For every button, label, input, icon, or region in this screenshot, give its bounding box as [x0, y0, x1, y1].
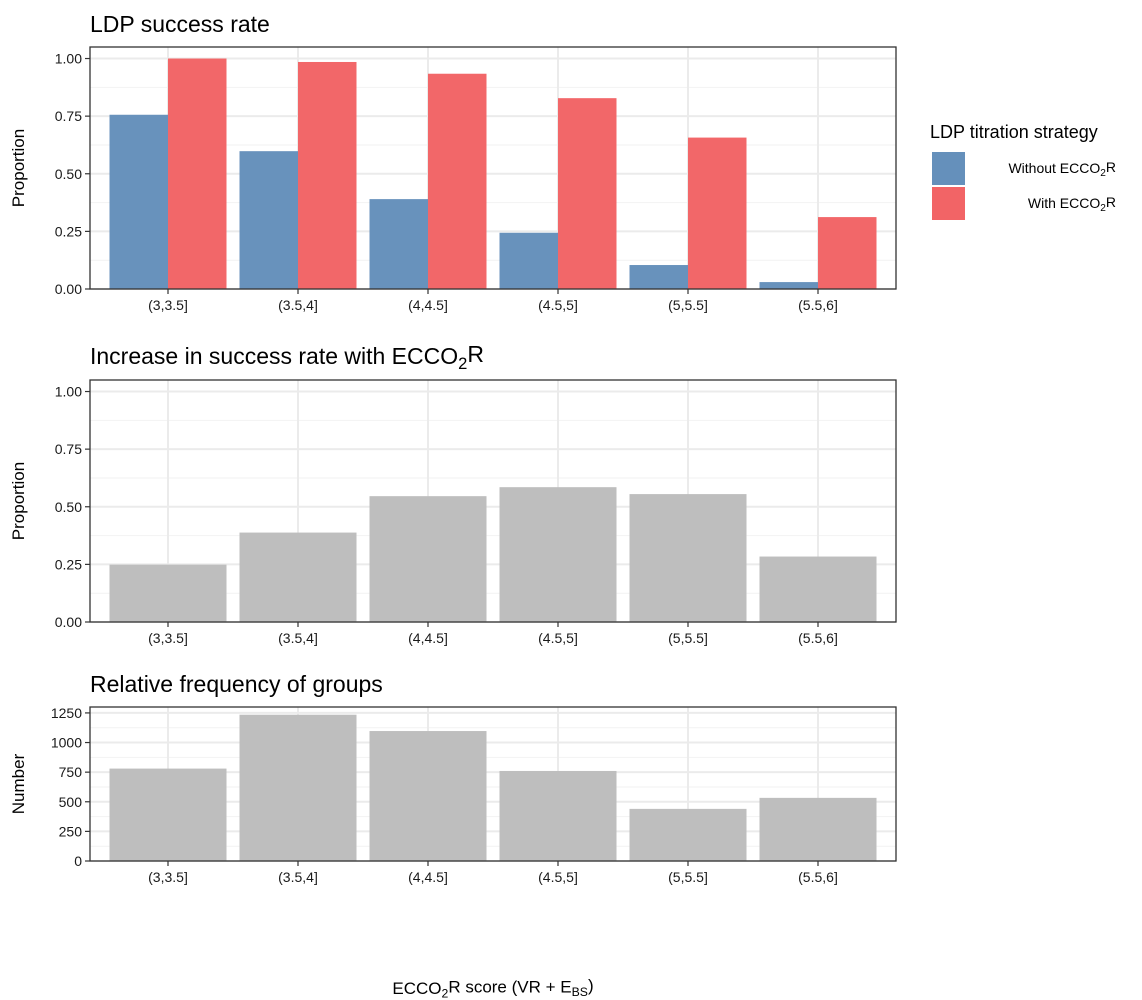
x-tick-label: (5.5,6]: [798, 297, 838, 313]
panel-1: 0.00 0.25 0.50 0.75 1.00 (3,3.5] (3.5,4] (4,4.5…: [9, 11, 897, 313]
y-axis-label: Number: [9, 753, 28, 814]
y-tick-label: 0.00: [55, 614, 82, 630]
x-tick-label: (5,5.5]: [668, 630, 708, 646]
x-tick-label: (3.5,4]: [278, 630, 318, 646]
x-axis-label: ECCO2R score (VR + EBS): [392, 976, 593, 1000]
plot-border: [89, 379, 897, 623]
bar-without-ecco2r-(4.5,5]: [499, 232, 558, 289]
legend-label: Without ECCO2R: [1008, 159, 1116, 179]
panel-title: LDP success rate: [90, 11, 270, 37]
x-tick-label: (5.5,6]: [798, 630, 838, 646]
bar-with-ecco2r-(5.5,6]: [818, 217, 877, 289]
legend-label: With ECCO2R: [1028, 194, 1116, 214]
bar-with-ecco2r-(3,3.5]: [168, 58, 227, 290]
bar-(4,4.5]: [369, 496, 487, 622]
y-tick-label: 750: [59, 764, 83, 780]
x-tick-label: (4.5,5]: [538, 630, 578, 646]
x-tick-label: (3,3.5]: [148, 869, 188, 885]
bar-(5,5.5]: [629, 808, 747, 861]
x-tick-label: (3,3.5]: [148, 297, 188, 313]
y-tick-label: 0: [74, 853, 82, 869]
bar-without-ecco2r-(5.5,6]: [759, 282, 818, 289]
x-tick-label: (4.5,5]: [538, 869, 578, 885]
y-tick-label: 500: [59, 794, 83, 810]
bar-with-ecco2r-(4,4.5]: [428, 73, 487, 290]
bar-(3,3.5]: [109, 768, 227, 861]
bar-with-ecco2r-(4.5,5]: [558, 98, 617, 289]
x-tick-label: (5,5.5]: [668, 297, 708, 313]
panel-title: Relative frequency of groups: [90, 671, 383, 697]
y-tick-label: 0.75: [55, 108, 82, 124]
x-tick-label: (5,5.5]: [668, 869, 708, 885]
bar-(5.5,6]: [759, 797, 877, 861]
y-axis-label: Proportion: [9, 129, 28, 207]
y-tick-label: 0.25: [55, 556, 82, 572]
x-tick-label: (4,4.5]: [408, 297, 448, 313]
y-tick-label: 250: [59, 823, 83, 839]
bar-with-ecco2r-(3.5,4]: [298, 61, 357, 289]
bar-with-ecco2r-(5,5.5]: [688, 137, 747, 289]
bar-(3.5,4]: [239, 532, 357, 622]
x-tick-label: (3.5,4]: [278, 297, 318, 313]
y-tick-label: 0.50: [55, 166, 82, 182]
bar-without-ecco2r-(3,3.5]: [109, 114, 168, 289]
bar-without-ecco2r-(3.5,4]: [239, 151, 298, 289]
bar-(4.5,5]: [499, 770, 617, 861]
panel-3: 0 250 500 750 1000 1250 (3,3.5] (3.5,4] (4,4.5] (…: [9, 671, 897, 1000]
legend-title: LDP titration strategy: [930, 122, 1098, 142]
y-tick-label: 0.00: [55, 281, 82, 297]
x-tick-label: (5.5,6]: [798, 869, 838, 885]
x-tick-label: (3.5,4]: [278, 869, 318, 885]
plot-border: [89, 46, 897, 290]
bar-(5.5,6]: [759, 556, 877, 622]
legend-key-without-ecco2r: [932, 152, 965, 185]
x-tick-label: (4.5,5]: [538, 297, 578, 313]
y-tick-label: 1250: [51, 705, 82, 721]
y-tick-label: 1000: [51, 735, 82, 751]
x-tick-label: (4,4.5]: [408, 869, 448, 885]
legend: LDP titration strategy Without ECCO2R With…: [930, 122, 1116, 220]
plot-border: [89, 706, 897, 862]
y-tick-label: 0.50: [55, 499, 82, 515]
x-tick-label: (4,4.5]: [408, 630, 448, 646]
panel-2: 0.00 0.25 0.50 0.75 1.00 (3,3.5] (3.5,4] (4,4.5…: [9, 341, 897, 646]
y-tick-label: 0.75: [55, 441, 82, 457]
y-axis-label: Proportion: [9, 462, 28, 540]
y-tick-label: 0.25: [55, 223, 82, 239]
bar-(3,3.5]: [109, 564, 227, 622]
bar-(4.5,5]: [499, 487, 617, 622]
y-tick-label: 1.00: [55, 384, 82, 400]
bar-(3.5,4]: [239, 714, 357, 861]
legend-key-with-ecco2r: [932, 187, 965, 220]
bar-without-ecco2r-(4,4.5]: [369, 199, 428, 289]
bar-without-ecco2r-(5,5.5]: [629, 265, 688, 289]
panel-title: Increase in success rate with ECCO2R: [90, 341, 484, 373]
bar-(4,4.5]: [369, 731, 487, 861]
y-tick-label: 1.00: [55, 51, 82, 67]
bar-(5,5.5]: [629, 494, 747, 622]
x-tick-label: (3,3.5]: [148, 630, 188, 646]
